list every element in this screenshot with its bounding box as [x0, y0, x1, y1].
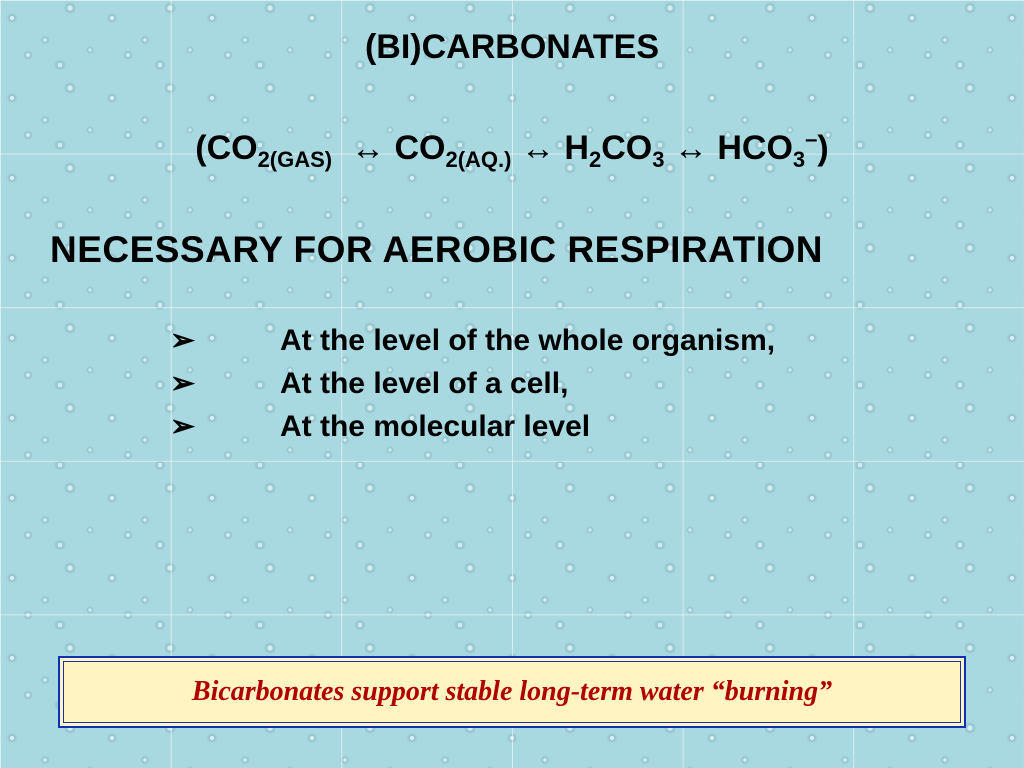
bullet-marker-icon: ➢	[170, 323, 280, 358]
bullet-text: At the molecular level	[280, 410, 590, 444]
bullet-text: At the level of a cell,	[280, 367, 568, 401]
bullet-text: At the level of the whole organism,	[280, 324, 775, 358]
term-co2-gas: CO2(GAS)	[207, 129, 333, 167]
list-item: ➢ At the level of the whole organism,	[170, 323, 974, 358]
slide-content: (BI)CARBONATES (CO2(GAS) ↔ CO2(AQ.) ↔ H2…	[0, 0, 1024, 768]
slide-title: (BI)CARBONATES	[50, 28, 974, 67]
bullet-list: ➢ At the level of the whole organism, ➢ …	[170, 323, 974, 444]
list-item: ➢ At the molecular level	[170, 409, 974, 444]
term-co2-aq: CO2(AQ.)	[394, 129, 511, 167]
bullet-marker-icon: ➢	[170, 366, 280, 401]
slide-subtitle: NECESSARY FOR AEROBIC RESPIRATION	[50, 229, 974, 271]
term-h2co3: H2CO3	[564, 129, 664, 167]
footer-text: Bicarbonates support stable long-term wa…	[192, 676, 832, 707]
footer-inner-box: Bicarbonates support stable long-term wa…	[63, 661, 961, 723]
bullet-marker-icon: ➢	[170, 409, 280, 444]
term-hco3: HCO3–	[717, 129, 817, 167]
eq-arrow-3: ↔	[674, 129, 708, 167]
paren-close: )	[817, 129, 828, 167]
eq-arrow-2: ↔	[521, 129, 555, 167]
paren-open: (	[195, 129, 206, 167]
list-item: ➢ At the level of a cell,	[170, 366, 974, 401]
footer-callout: Bicarbonates support stable long-term wa…	[58, 656, 966, 728]
equation-line: (CO2(GAS) ↔ CO2(AQ.) ↔ H2CO3 ↔ HCO3–)	[50, 127, 974, 173]
eq-arrow-1: ↔	[351, 129, 385, 167]
